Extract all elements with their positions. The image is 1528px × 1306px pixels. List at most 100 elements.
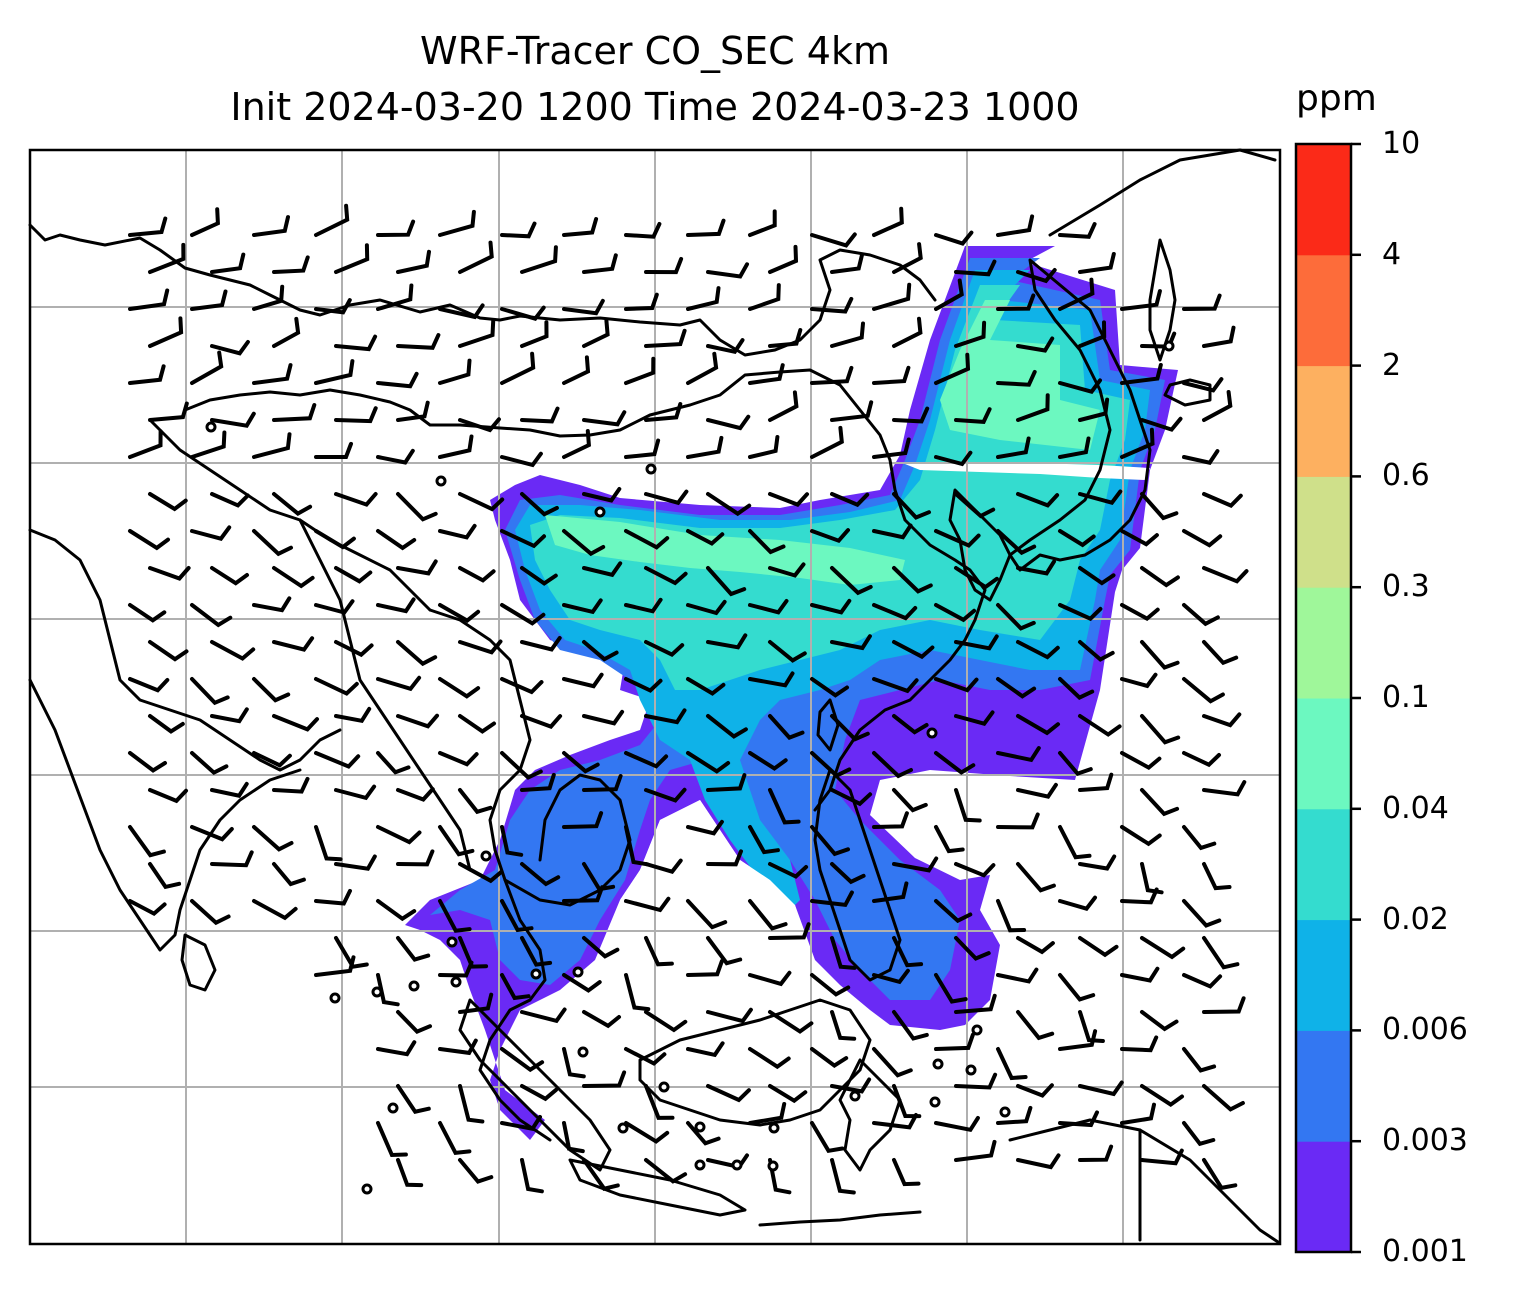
colorbar-segment: [1296, 144, 1351, 256]
colorbar-tick-label: 0.6: [1382, 458, 1430, 494]
wind-barb: [458, 566, 496, 583]
wind-barb: [1016, 559, 1056, 576]
wind-barb: [252, 751, 292, 768]
wind-barb: [458, 417, 501, 433]
wind-barb: [128, 216, 168, 237]
wind-barb: [644, 936, 674, 967]
wind-barb: [624, 1047, 667, 1066]
wind-barb: [1078, 489, 1123, 505]
wind-barb: [1016, 862, 1056, 893]
wind-barb: [830, 321, 865, 348]
wind-barb: [500, 603, 546, 626]
wind-barb: [706, 714, 748, 739]
wind-barb: [996, 436, 1031, 459]
wind-barb: [810, 973, 851, 997]
wind-barb: [1182, 603, 1220, 627]
wind-barb: [582, 936, 620, 959]
wind-barb: [148, 566, 191, 581]
wind-barb: [1202, 325, 1236, 348]
wind-barb: [1120, 887, 1159, 905]
wind-barb: [810, 425, 844, 459]
wind-barb: [624, 825, 650, 867]
wind-barb: [748, 529, 786, 555]
wind-barb: [954, 634, 999, 651]
wind-barb: [562, 529, 606, 557]
wind-barb: [396, 713, 439, 729]
wind-barb: [582, 561, 623, 578]
wind-barb: [872, 968, 910, 985]
wind-barb: [1120, 603, 1160, 622]
wind-barb: [1058, 529, 1096, 548]
wind-barb: [334, 406, 378, 424]
wind-barb: [954, 492, 996, 519]
wind-barb: [954, 259, 997, 277]
wind-barb: [582, 318, 610, 348]
wind-barb: [396, 400, 430, 422]
coast-korea: [948, 488, 1012, 602]
wind-barb: [872, 751, 913, 779]
wind-barb: [1078, 772, 1114, 792]
wind-barb: [624, 597, 663, 614]
coast-india-west: [28, 678, 302, 952]
coast-lesser-sunda: [758, 1210, 922, 1227]
coast-myanmar: [298, 518, 472, 872]
wind-barb: [500, 351, 536, 385]
wind-barb: [768, 492, 809, 507]
wind-barb: [252, 825, 294, 852]
wind-barb: [128, 429, 163, 459]
wind-barb: [520, 636, 562, 652]
calm-marker: [645, 463, 657, 475]
calm-marker: [329, 992, 341, 1004]
wind-barb: [190, 677, 230, 706]
wind-barb: [810, 751, 852, 778]
wind-barb: [128, 899, 167, 917]
wind-barb: [562, 298, 605, 316]
wind-barb: [562, 1121, 585, 1154]
wind-barb: [190, 751, 229, 775]
wind-barb: [252, 432, 292, 459]
wind-barb: [748, 599, 789, 615]
colorbar-segment: [1296, 1141, 1351, 1253]
wind-barb: [458, 319, 496, 348]
wind-barb: [686, 529, 725, 546]
wind-barb: [830, 634, 872, 651]
colorbar-tick-label: 0.02: [1382, 901, 1449, 937]
wind-barb: [810, 232, 857, 248]
wind-barb: [644, 1010, 688, 1033]
wind-barb: [458, 639, 503, 655]
wind-barb: [458, 492, 505, 512]
wind-barb: [500, 899, 534, 933]
wind-barb: [644, 1084, 675, 1120]
wind-barb: [582, 1010, 621, 1029]
wind-barb: [334, 334, 378, 352]
wind-barb: [768, 1010, 814, 1034]
wind-barb: [1058, 603, 1103, 622]
wind-barb: [768, 1084, 808, 1104]
wind-barb: [768, 244, 799, 274]
wind-barb: [1058, 825, 1092, 860]
wind-barb: [128, 751, 167, 773]
calm-marker: [577, 1046, 589, 1058]
wind-barb: [644, 858, 683, 875]
wind-barb: [1140, 566, 1180, 588]
wind-barb: [520, 320, 549, 348]
wind-barb: [1058, 973, 1096, 1002]
wind-barb: [954, 407, 992, 424]
wind-barb: [706, 262, 749, 279]
wind-barb: [520, 406, 560, 424]
wind-barb: [706, 414, 751, 431]
wind-barb: [892, 1158, 921, 1187]
wind-barb: [954, 1139, 997, 1162]
wind-barb: [458, 862, 504, 884]
wind-barb: [934, 751, 976, 775]
wind-barb: [1078, 566, 1116, 586]
wind-barb: [334, 640, 374, 658]
wind-barb: [334, 784, 377, 801]
wind-barb: [272, 636, 315, 652]
wind-barb: [686, 351, 719, 385]
wind-barb: [934, 973, 968, 1004]
wind-barb: [500, 305, 546, 322]
wind-barb: [830, 788, 873, 807]
wind-barb: [934, 603, 977, 623]
calm-marker: [929, 1096, 941, 1108]
